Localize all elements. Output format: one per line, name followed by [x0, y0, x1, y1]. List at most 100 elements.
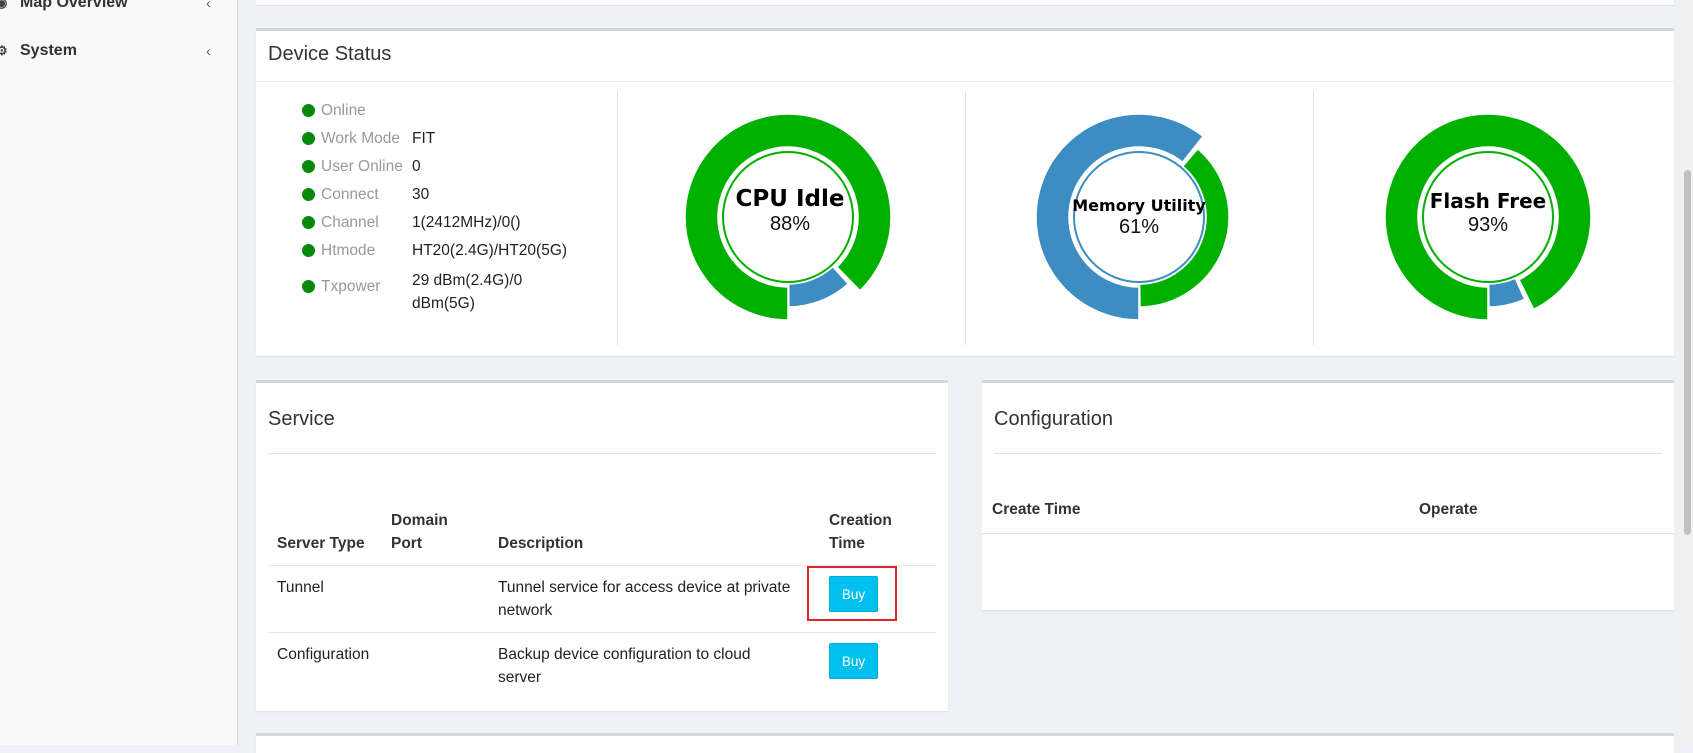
column-header-domain-port: Domain Port	[382, 509, 489, 566]
cell-domain-port	[382, 632, 489, 699]
status-item-txpower: Txpower	[302, 278, 380, 295]
description-line: server	[498, 669, 542, 686]
cell-domain-port	[382, 565, 489, 633]
sidebar-item-label: Map Overview	[20, 0, 128, 11]
table-row: Tunnel Tunnel service for access device …	[268, 565, 936, 633]
divider	[994, 453, 1662, 454]
gauge-remainder-segment	[1138, 147, 1230, 308]
gear-icon: ⚙	[0, 43, 8, 58]
status-dot-icon	[302, 216, 315, 229]
status-label: Connect	[321, 185, 379, 203]
panel-title: Configuration	[994, 408, 1113, 430]
gauge-primary-segment	[1384, 113, 1592, 321]
gauge-label-memory: Memory Utility 61%	[1039, 196, 1239, 239]
configuration-panel: Configuration Create Time Operate	[982, 380, 1674, 610]
cell-description: Backup device configuration to cloud serv…	[489, 632, 820, 699]
description-line: Tunnel service for access device at priv…	[498, 579, 791, 596]
header-line: Port	[391, 535, 422, 552]
status-item-online: Online	[302, 102, 366, 119]
divider	[965, 91, 966, 345]
column-header-description: Description	[498, 535, 584, 552]
gauge-value: 88%	[769, 213, 811, 235]
status-value-txpower: 29 dBm(2.4G)/0 dBm(5G)	[412, 269, 522, 315]
status-dot-icon	[302, 188, 315, 201]
gauge-primary-segment	[684, 113, 892, 321]
sidebar-item-system[interactable]: ⚙ System ‹	[0, 37, 237, 65]
status-item-htmode: Htmode HT20(2.4G)/HT20(5G)	[302, 242, 567, 259]
header-line: Time	[829, 535, 865, 552]
gauge-remainder-segment	[1487, 277, 1526, 308]
buy-tunnel-button[interactable]: Buy	[829, 576, 878, 612]
column-header-server-type: Server Type	[277, 535, 365, 552]
status-item-user-online: User Online 0	[302, 158, 421, 175]
gauge-label: Memory Utility	[1072, 196, 1206, 215]
status-dot-icon	[302, 104, 315, 117]
gauge-value: 61%	[1118, 216, 1160, 238]
gauge-inner-ring	[1073, 151, 1205, 283]
memory-utility-gauge	[1035, 113, 1230, 321]
divider	[268, 453, 936, 454]
header-line: Creation	[829, 512, 892, 529]
gauge-label: CPU Idle	[735, 186, 845, 212]
status-value: 0	[412, 157, 421, 175]
cell-server-type: Configuration	[268, 632, 382, 699]
status-item-connect: Connect 30	[302, 186, 429, 203]
column-header-operate: Operate	[1419, 501, 1478, 518]
column-header-create-time: Create Time	[992, 501, 1081, 518]
sidebar-item-label: System	[20, 42, 77, 59]
description-line: network	[498, 602, 553, 619]
buy-configuration-button[interactable]: Buy	[829, 643, 878, 679]
table-header-row: Server Type Domain Port Description Creat…	[268, 509, 936, 566]
status-label: Channel	[321, 213, 379, 231]
scrollbar[interactable]	[1682, 0, 1693, 745]
status-item-channel: Channel 1(2412MHz)/0()	[302, 214, 521, 231]
status-value: FIT	[412, 129, 436, 147]
bottom-panel	[256, 733, 1674, 753]
chevron-left-icon: ‹	[206, 0, 211, 12]
divider	[982, 533, 1674, 534]
divider	[1313, 91, 1314, 345]
gauge-inner-ring	[722, 151, 854, 283]
sidebar-item-map-overview[interactable]: ◉ Map Overview ‹	[0, 0, 237, 17]
cell-description: Tunnel service for access device at priv…	[489, 565, 820, 633]
column-header-creation-time: Creation Time	[820, 509, 936, 566]
status-dot-icon	[302, 244, 315, 257]
status-label: Htmode	[321, 241, 376, 259]
status-dot-icon	[302, 132, 315, 145]
status-dot-icon	[302, 280, 315, 293]
status-label: Online	[321, 101, 366, 119]
cell-server-type: Tunnel	[268, 565, 382, 633]
status-value: 30	[412, 185, 430, 203]
status-label: Work Mode	[321, 129, 400, 147]
status-label: User Online	[321, 157, 403, 175]
service-table: Server Type Domain Port Description Creat…	[268, 509, 936, 699]
gauge-primary-segment	[1035, 113, 1205, 321]
map-icon: ◉	[0, 0, 8, 10]
gauge-remainder-segment	[787, 265, 850, 308]
cell-action: Buy	[820, 565, 936, 633]
gauge-label-cpu: CPU Idle 88%	[690, 186, 890, 236]
status-value: HT20(2.4G)/HT20(5G)	[412, 241, 568, 259]
status-value: 1(2412MHz)/0()	[412, 213, 521, 231]
divider	[256, 81, 1674, 82]
gauge-label-flash: Flash Free 93%	[1388, 189, 1588, 237]
cpu-idle-gauge	[684, 113, 892, 321]
status-label: Txpower	[321, 277, 381, 295]
highlight-box	[807, 566, 897, 621]
gauge-value: 93%	[1467, 214, 1509, 236]
status-value-line: dBm(5G)	[412, 295, 475, 312]
chevron-left-icon: ‹	[206, 42, 211, 60]
status-value-line: 29 dBm(2.4G)/0	[412, 272, 523, 289]
divider	[617, 91, 618, 345]
table-row: Configuration Backup device configuratio…	[268, 632, 936, 699]
gauge-inner-ring	[1422, 151, 1554, 283]
gauge-label: Flash Free	[1429, 189, 1547, 213]
description-line: Backup device configuration to cloud	[498, 646, 751, 663]
status-item-work-mode: Work Mode FIT	[302, 130, 435, 147]
header-line: Domain	[391, 512, 448, 529]
status-dot-icon	[302, 160, 315, 173]
scrollbar-thumb[interactable]	[1684, 170, 1691, 535]
flash-free-gauge	[1384, 113, 1592, 321]
cell-action: Buy	[820, 632, 936, 699]
sidebar: ◉ Map Overview ‹ ⚙ System ‹	[0, 0, 238, 745]
